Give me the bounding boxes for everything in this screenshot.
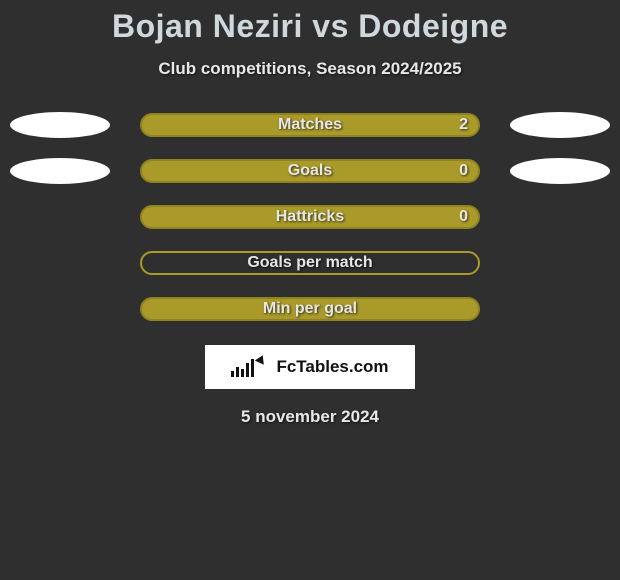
stat-row: Goals 0 [0,159,620,183]
logo-text: FcTables.com [276,357,388,377]
stat-bar: Min per goal [140,297,480,321]
date-text: 5 november 2024 [0,407,620,427]
stat-bar: Hattricks 0 [140,205,480,229]
arrow-icon [255,353,267,364]
stat-label: Min per goal [142,300,478,318]
subtitle: Club competitions, Season 2024/2025 [0,59,620,79]
stat-label: Goals per match [142,254,478,272]
stat-bar: Goals 0 [140,159,480,183]
stat-row: Hattricks 0 [0,205,620,229]
fctables-logo: FcTables.com [205,345,415,389]
stat-label: Hattricks [142,208,478,226]
ellipse-right [510,158,610,184]
stat-value: 0 [459,162,468,180]
stat-rows: Matches 2 Goals 0 Hattricks 0 Goals per … [0,113,620,321]
chart-bars-icon [231,357,254,377]
ellipse-left [10,158,110,184]
stat-value: 2 [459,116,468,134]
stat-row: Matches 2 [0,113,620,137]
stat-row: Goals per match [0,251,620,275]
stat-row: Min per goal [0,297,620,321]
ellipse-right [510,112,610,138]
page-title: Bojan Neziri vs Dodeigne [0,0,620,45]
stat-label: Matches [142,116,478,134]
stat-bar: Matches 2 [140,113,480,137]
stat-value: 0 [459,208,468,226]
stat-label: Goals [142,162,478,180]
ellipse-left [10,112,110,138]
stat-bar: Goals per match [140,251,480,275]
infographic-container: Bojan Neziri vs Dodeigne Club competitio… [0,0,620,580]
